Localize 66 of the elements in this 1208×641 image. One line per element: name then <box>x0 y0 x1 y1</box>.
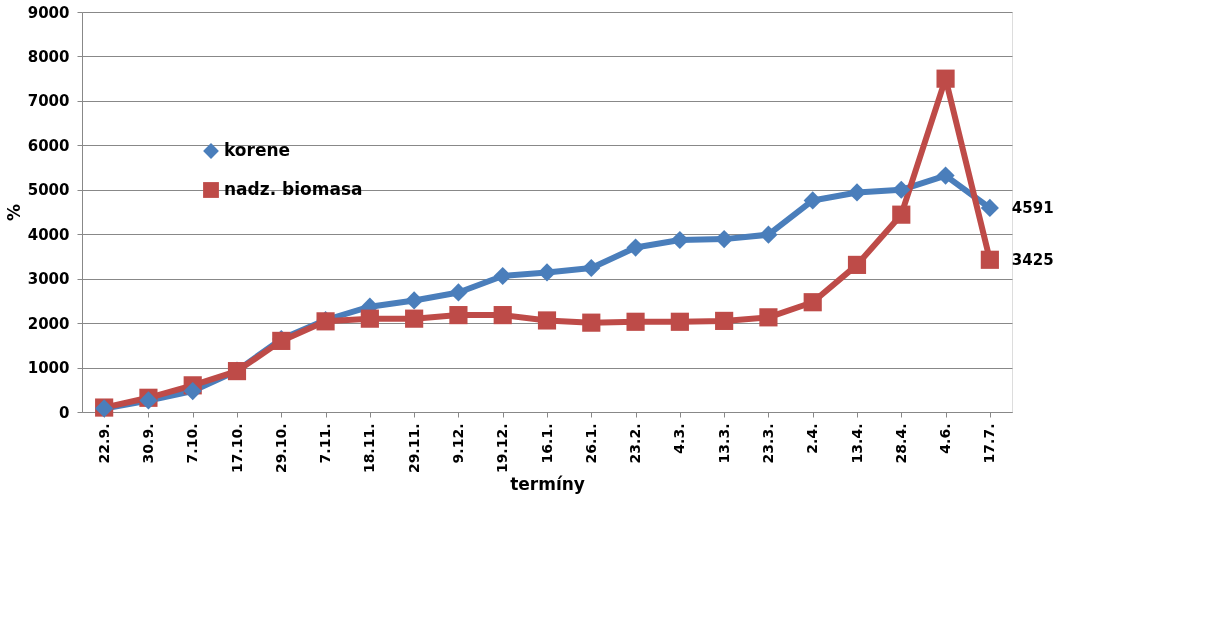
data-label: 4591 <box>1011 198 1054 217</box>
x-tick-label: 4.6. <box>937 423 954 454</box>
y-tick-label: 2000 <box>27 314 70 333</box>
y-tick-label: 9000 <box>27 3 70 22</box>
point <box>449 306 468 325</box>
x-tick-label: 16.1. <box>538 423 555 464</box>
legend-label: korene <box>224 140 291 160</box>
y-tick-label: 8000 <box>27 47 70 66</box>
point <box>537 263 557 282</box>
y-tick-label: 7000 <box>27 92 70 111</box>
x-tick-label: 19.12. <box>494 423 511 474</box>
point <box>980 250 999 269</box>
legend-label: nadz. biomasa <box>224 179 363 199</box>
y-tick-label: 1000 <box>27 359 70 378</box>
x-tick-label: 13.3. <box>715 423 732 464</box>
y-tick-label: 0 <box>59 403 70 422</box>
point <box>360 309 379 328</box>
point <box>759 308 778 327</box>
point <box>626 238 645 257</box>
x-tick-label: 9.12. <box>449 423 466 464</box>
point <box>493 306 512 325</box>
x-tick-label: 2.4. <box>804 423 821 454</box>
x-tick-label: 17.7. <box>981 423 998 464</box>
x-tick-label: 7.11. <box>317 423 334 464</box>
x-tick-label: 23.2. <box>627 423 644 464</box>
y-tick-label: 5000 <box>27 181 70 200</box>
point <box>670 312 689 331</box>
point <box>449 283 468 302</box>
point <box>803 191 822 210</box>
point <box>980 198 999 218</box>
point <box>405 291 424 310</box>
point <box>892 205 911 224</box>
x-tick-label: 28.4. <box>892 423 909 464</box>
point <box>582 258 601 278</box>
point <box>847 255 867 274</box>
point <box>892 180 911 199</box>
data-label: 3425 <box>1011 250 1054 269</box>
y-tick-label: 6000 <box>27 136 70 155</box>
point <box>183 382 202 401</box>
y-axis-title: % <box>3 203 24 222</box>
point <box>936 166 955 185</box>
point <box>847 183 867 202</box>
point <box>803 293 822 312</box>
point <box>715 311 734 330</box>
point <box>537 311 557 330</box>
x-tick-label: 13.4. <box>848 423 865 464</box>
point <box>582 313 601 332</box>
x-tick-label: 18.11. <box>361 423 378 474</box>
x-axis-title: termíny <box>510 474 585 495</box>
x-tick-label: 4.3. <box>671 423 688 454</box>
point <box>405 309 424 328</box>
point <box>936 69 955 88</box>
x-tick-label: 22.9. <box>95 423 112 464</box>
x-tick-label: 26.1. <box>582 423 599 464</box>
x-tick-label: 29.11. <box>405 423 422 474</box>
point <box>670 230 689 250</box>
y-tick-label: 4000 <box>27 225 70 244</box>
y-tick-label: 3000 <box>27 270 70 289</box>
x-tick-label: 7.10. <box>184 423 201 464</box>
point <box>493 266 512 286</box>
point <box>626 312 645 331</box>
x-tick-label: 29.10. <box>272 423 289 474</box>
x-tick-label: 23.3. <box>759 423 776 464</box>
x-tick-label: 17.10. <box>228 423 245 474</box>
point <box>759 225 778 244</box>
x-tick-label: 30.9. <box>139 423 156 464</box>
